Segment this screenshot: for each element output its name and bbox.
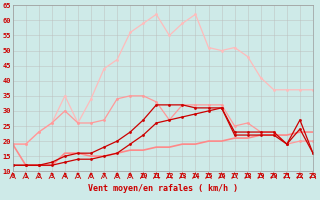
X-axis label: Vent moyen/en rafales ( km/h ): Vent moyen/en rafales ( km/h ) — [88, 184, 238, 193]
